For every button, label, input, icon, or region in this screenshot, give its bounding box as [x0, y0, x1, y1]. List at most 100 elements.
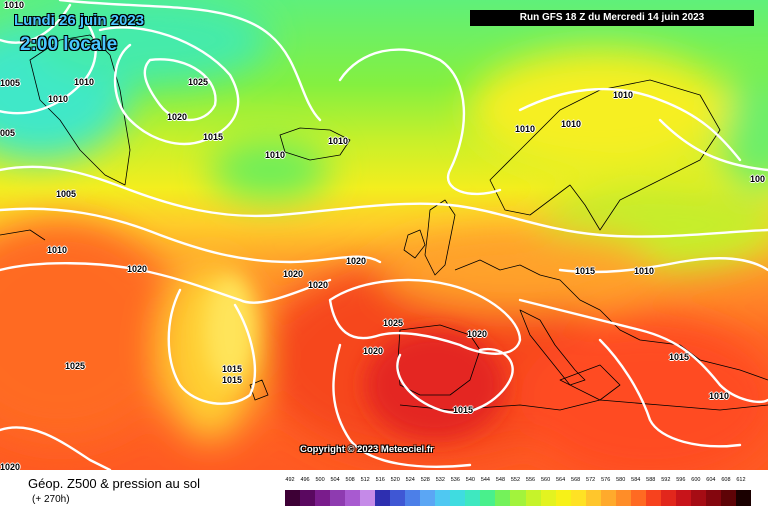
isobar-label: 100 — [750, 174, 766, 184]
coastlines — [0, 34, 768, 411]
legend-swatch — [450, 490, 466, 506]
isobar-label: 1025 — [65, 361, 86, 371]
isobar-label: 1015 — [453, 405, 474, 415]
legend-swatch — [705, 490, 722, 506]
legend-swatch — [345, 490, 361, 506]
isobar-label: 1010 — [613, 90, 634, 100]
legend-tick-label: 552 — [510, 477, 521, 483]
legend-tick-label: 532 — [435, 477, 445, 483]
legend-tick-label: 584 — [631, 477, 641, 483]
legend-swatch — [330, 490, 346, 506]
isobar-label: 1020 — [167, 112, 188, 122]
legend-swatch — [525, 490, 542, 506]
legend-swatch — [480, 490, 496, 506]
isobar-label: 1025 — [188, 77, 209, 87]
forecast-time: 2:00 locale — [20, 34, 118, 55]
legend-tick-label: 516 — [375, 477, 385, 483]
legend-tick-label: 608 — [721, 477, 731, 483]
legend-swatch — [615, 490, 632, 506]
legend-swatch — [420, 490, 436, 506]
legend-swatch — [585, 490, 602, 506]
legend-tick-label: 604 — [706, 477, 716, 483]
legend-swatch — [390, 490, 406, 506]
legend-tick-label: 492 — [285, 477, 295, 483]
legend-tick-label: 568 — [571, 477, 581, 483]
legend-tick-label: 512 — [360, 477, 370, 483]
legend-tick-label: 560 — [540, 477, 551, 483]
forecast-map-canvas — [0, 0, 768, 470]
legend-tick-label: 596 — [676, 477, 686, 483]
legend-swatch — [495, 490, 511, 506]
isobar-label: 1020 — [127, 264, 148, 274]
legend-swatch — [510, 490, 526, 506]
isobar-label: 1020 — [467, 329, 488, 339]
isobar-label: 1025 — [383, 318, 404, 328]
legend-swatch — [630, 490, 647, 506]
legend-tick-label: 528 — [420, 477, 430, 483]
legend-tick-label: 592 — [661, 477, 671, 483]
product-lead-time: (+ 270h) — [32, 494, 70, 505]
legend-swatch — [375, 490, 391, 506]
legend-swatch — [360, 490, 376, 506]
isobar-label: 1010 — [74, 77, 95, 87]
isobar-label: 1015 — [222, 364, 243, 374]
legend-tick-label: 600 — [691, 477, 701, 483]
isobar-label: 1015 — [203, 132, 224, 142]
isobar-label: 1015 — [222, 375, 243, 385]
isobar-label: 1010 — [709, 391, 730, 401]
legend-swatch — [660, 490, 677, 506]
color-scale-labels: 492 496 500 504 508 512 516 520 524 528 532 536 540 5… — [282, 477, 752, 489]
isobar-label: 1010 — [4, 0, 25, 10]
legend-swatch — [600, 490, 617, 506]
legend-swatch — [405, 490, 421, 506]
geopotential-field — [0, 0, 768, 470]
isobar-label: 1015 — [575, 266, 596, 276]
legend-swatch — [315, 490, 331, 506]
legend-tick-label: 496 — [300, 477, 310, 483]
legend-tick-label: 500 — [315, 477, 325, 483]
isobar-label: 1020 — [363, 346, 384, 356]
isobar-label: 1010 — [561, 119, 582, 129]
legend-tick-label: 508 — [345, 477, 355, 483]
legend-swatch — [690, 490, 707, 506]
legend-tick-label: 564 — [555, 477, 566, 483]
isobar-label: 1015 — [669, 352, 690, 362]
legend-tick-label: 548 — [495, 477, 506, 483]
copyright-notice: Copyright © 2023 Meteociel.fr — [300, 444, 434, 455]
legend-tick-label: 540 — [465, 477, 475, 483]
legend-tick-label: 536 — [450, 477, 460, 483]
forecast-date: Lundi 26 juin 2023 — [14, 12, 145, 29]
isobar-label: 1010 — [515, 124, 536, 134]
isobar-label: 1020 — [308, 280, 329, 290]
isobar-label: 1010 — [48, 94, 69, 104]
legend-tick-label: 612 — [736, 477, 746, 483]
forecast-map: Lundi 26 juin 2023 2:00 locale Run GFS 1… — [0, 0, 768, 470]
isobar-label: 1020 — [346, 256, 367, 266]
isobar-label: 1010 — [328, 136, 349, 146]
legend-swatch — [555, 490, 572, 506]
legend-tick-label: 572 — [586, 477, 596, 483]
isobar-label: 1010 — [47, 245, 68, 255]
product-title: Géop. Z500 & pression au sol — [28, 476, 200, 491]
legend-swatch — [435, 490, 451, 506]
legend-tick-label: 580 — [616, 477, 626, 483]
legend-swatch — [720, 490, 737, 506]
legend-swatch — [465, 490, 481, 506]
color-scale-bar — [285, 490, 752, 506]
legend-tick-label: 588 — [646, 477, 656, 483]
legend-tick-label: 504 — [330, 477, 340, 483]
isobar-label: 005 — [0, 128, 16, 138]
isobar-label: 1005 — [56, 189, 77, 199]
run-info-banner: Run GFS 18 Z du Mercredi 14 juin 2023 — [470, 10, 754, 26]
isobar-label: 1010 — [634, 266, 655, 276]
isobar-label: 1020 — [283, 269, 304, 279]
isobar-label: 1005 — [0, 78, 21, 88]
legend-swatch — [735, 490, 752, 506]
legend-swatch — [675, 490, 692, 506]
legend-swatch — [570, 490, 587, 506]
legend-tick-label: 524 — [405, 477, 415, 483]
legend-tick-label: 576 — [601, 477, 611, 483]
legend-tick-label: 544 — [480, 477, 490, 483]
legend-swatch — [645, 490, 662, 506]
isobars — [0, 0, 768, 470]
